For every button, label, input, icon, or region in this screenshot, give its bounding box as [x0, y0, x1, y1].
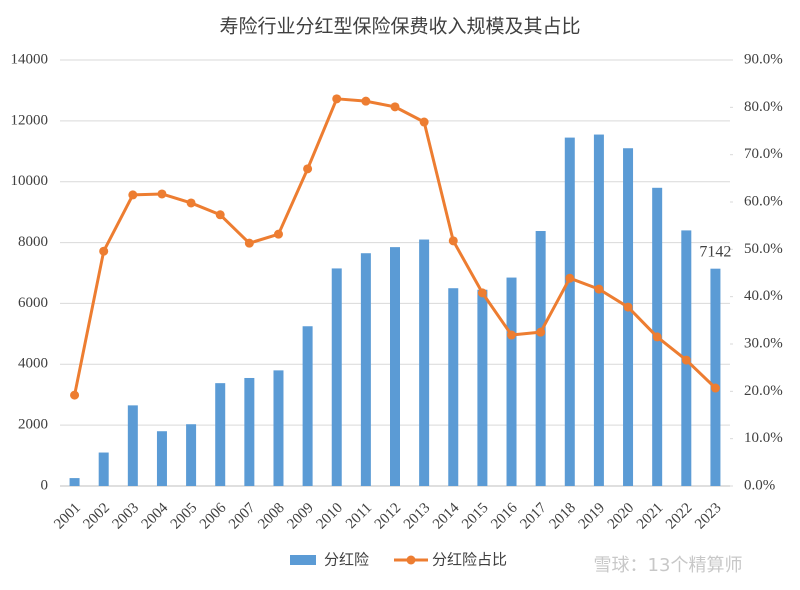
bar [477, 289, 488, 486]
line-marker [507, 330, 517, 340]
chart-title: 寿险行业分红型保险保费收入规模及其占比 [219, 15, 580, 37]
line-marker [419, 117, 429, 127]
line-marker [390, 102, 400, 112]
line-marker [536, 327, 546, 337]
y2-tick-label: 80.0% [744, 99, 783, 115]
bar [390, 247, 400, 486]
y2-tick-label: 0.0% [744, 477, 775, 493]
line-marker [594, 284, 604, 294]
y-tick-label: 10000 [11, 173, 49, 189]
bar [244, 377, 255, 486]
bar [127, 405, 138, 486]
legend-label: 分红险 [324, 551, 369, 569]
bar [623, 148, 634, 486]
bar [98, 452, 109, 486]
line-marker [565, 273, 575, 283]
y-tick-label: 2000 [18, 417, 48, 433]
line-marker [623, 302, 633, 312]
bar [331, 268, 342, 486]
line-marker [186, 198, 196, 208]
bar [710, 268, 721, 486]
legend-swatch [406, 555, 416, 565]
data-label: 7142 [699, 243, 731, 260]
bar [186, 424, 197, 486]
y-tick-label: 8000 [18, 234, 48, 250]
bar [448, 288, 459, 486]
legend-label: 分红险占比 [432, 551, 507, 569]
bar [156, 431, 167, 486]
y2-tick-label: 50.0% [744, 241, 783, 257]
line-marker [477, 288, 487, 298]
line-marker [273, 229, 283, 239]
y-tick-label: 0 [41, 477, 49, 493]
y2-tick-label: 60.0% [744, 193, 783, 209]
y-tick-label: 4000 [18, 356, 48, 372]
line-marker [70, 390, 80, 400]
y2-tick-label: 10.0% [744, 430, 783, 446]
y2-tick-label: 90.0% [744, 51, 783, 67]
line-marker [332, 94, 342, 104]
line-marker [244, 238, 254, 248]
y-tick-label: 12000 [11, 112, 49, 128]
bar [506, 277, 517, 486]
y2-tick-label: 40.0% [744, 288, 783, 304]
bar [215, 383, 226, 486]
bar [564, 137, 575, 487]
line-marker [303, 164, 313, 174]
line-marker [99, 246, 109, 256]
y2-tick-label: 30.0% [744, 335, 783, 351]
watermark: 雪球：13个精算师 [594, 555, 743, 576]
line-marker [361, 96, 371, 106]
line-marker [681, 355, 691, 365]
bar [69, 478, 80, 486]
line-marker [157, 189, 167, 199]
y2-tick-label: 70.0% [744, 146, 783, 162]
bar [302, 326, 313, 486]
line-marker [128, 190, 138, 200]
line-marker [215, 210, 225, 220]
bar [273, 370, 284, 486]
line-marker [710, 383, 720, 393]
y-tick-label: 6000 [18, 295, 48, 311]
bar [360, 253, 371, 486]
bar [535, 231, 546, 486]
y2-tick-label: 20.0% [744, 383, 783, 399]
y-tick-label: 14000 [11, 51, 49, 67]
line-marker [652, 332, 662, 342]
bar [593, 134, 604, 487]
legend-swatch [290, 555, 316, 565]
bar [419, 239, 430, 486]
line-marker [448, 236, 458, 246]
